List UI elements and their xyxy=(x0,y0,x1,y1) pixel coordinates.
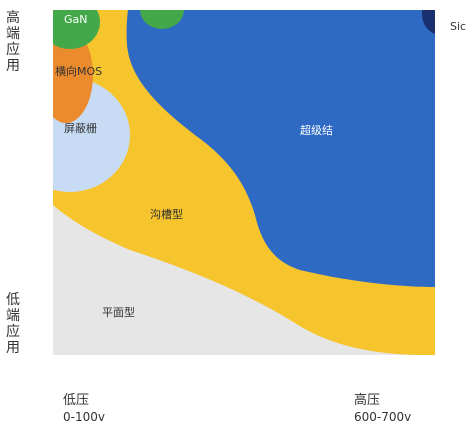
lateral-mos-label: 横向MOS xyxy=(55,64,102,78)
low-end-application-label: 低 端 应 用 xyxy=(6,292,20,356)
high-end-application-label: 高 端 应 用 xyxy=(6,10,20,74)
lateral-mos-region xyxy=(53,27,93,123)
low-pressure-range: 0-100v xyxy=(63,410,105,424)
gan-label: GaN xyxy=(64,13,88,26)
sic-label: Sic xyxy=(450,20,467,33)
high-pressure-title: 高压 xyxy=(354,393,381,408)
green-top-bump xyxy=(140,10,184,29)
gan-region xyxy=(53,10,100,49)
super-junction-region xyxy=(126,10,435,287)
sic-region xyxy=(422,10,435,34)
planar-label: 平面型 xyxy=(102,305,135,319)
shield-gate-label: 屏蔽栅 xyxy=(64,121,97,135)
low-pressure-title: 低压 xyxy=(63,393,90,408)
trench-label: 沟槽型 xyxy=(150,207,183,221)
high-pressure-range: 600-700v xyxy=(354,410,412,424)
super-junction-label: 超级结 xyxy=(300,123,333,137)
high-pressure-label: 高压 600-700v xyxy=(354,392,411,426)
low-pressure-label: 低压 0-100v xyxy=(63,392,105,426)
